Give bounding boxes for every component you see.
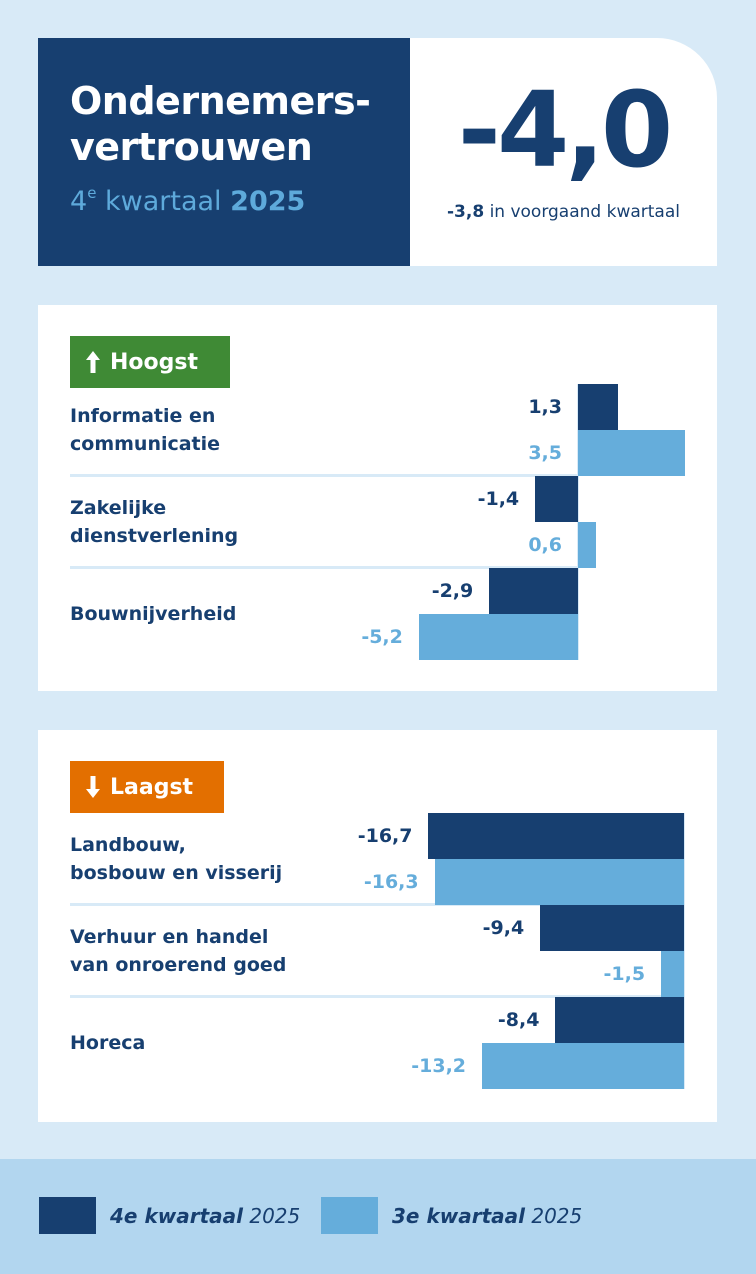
lowest-panel: Laagst Landbouw, bosbouw en visserij -16,7…: [38, 730, 717, 1122]
quarter-sup: e: [87, 184, 97, 202]
legend-label-previous: 3e kwartaal 2025: [392, 1204, 582, 1228]
chart-row: Zakelijke dienstverlening -1,4 0,6: [38, 476, 717, 569]
bar-previous-quarter: [434, 859, 684, 905]
row-separator: [70, 474, 578, 477]
legend-label-current: 4e kwartaal 2025: [110, 1204, 300, 1228]
bar-current-quarter: [540, 905, 684, 951]
highest-badge: Hoogst: [70, 336, 230, 388]
title-line-1: Ondernemers-: [70, 79, 371, 123]
arrow-down-icon: [86, 776, 100, 798]
value-label-previous: -13,2: [411, 1055, 467, 1077]
bar-current-quarter: [428, 813, 684, 859]
bar-current-quarter: [555, 997, 684, 1043]
value-label-previous: -1,5: [603, 963, 646, 985]
category-label: Bouwnijverheid: [70, 603, 237, 625]
zero-axis: [683, 813, 685, 1089]
lowest-badge: Laagst: [70, 761, 224, 813]
bar-previous-quarter: [578, 430, 686, 476]
main-value: -4,0: [457, 69, 673, 191]
legend-label-current-bold: 4e kwartaal: [110, 1203, 243, 1228]
value-label-current: -16,7: [357, 825, 413, 847]
page-title: Ondernemers- vertrouwen: [70, 78, 410, 170]
value-label-previous: 0,6: [528, 534, 562, 556]
bar-current-quarter: [489, 568, 578, 614]
value-label-current: -2,9: [431, 580, 474, 602]
value-label-current: -9,4: [482, 917, 525, 939]
period-subtitle: 4e kwartaal 2025: [70, 184, 410, 217]
category-label: Informatie en communicatie: [70, 405, 221, 455]
legend-label-previous-year: 2025: [531, 1203, 583, 1228]
title-line-2: vertrouwen: [70, 125, 313, 169]
previous-value: -3,8 in voorgaand kwartaal: [410, 202, 717, 222]
highest-panel: Hoogst Informatie en communicatie 1,3 3,5 Za…: [38, 305, 717, 691]
previous-value-text: in voorgaand kwartaal: [489, 202, 680, 222]
value-label-previous: -5,2: [361, 626, 403, 648]
legend-item-previous: 3e kwartaal 2025: [321, 1197, 582, 1234]
bar-previous-quarter: [578, 522, 597, 568]
value-label-previous: 3,5: [528, 442, 562, 464]
highest-badge-label: Hoogst: [110, 349, 198, 375]
value-label-current: -8,4: [497, 1009, 540, 1031]
lowest-badge-label: Laagst: [110, 774, 194, 800]
chart-row: Horeca -8,4 -13,2: [38, 997, 717, 1089]
chart-row: Verhuur en handel van onroerend goed -9,4 -…: [38, 905, 717, 998]
legend-swatch-dark: [39, 1197, 96, 1234]
value-label-current: -1,4: [477, 488, 520, 510]
chart-row: Bouwnijverheid -2,9 -5,2: [38, 568, 717, 660]
legend-item-current: 4e kwartaal 2025: [39, 1197, 300, 1234]
quarter-word: kwartaal: [105, 186, 222, 217]
value-label-previous: -16,3: [363, 871, 419, 893]
headline-value-block: -4,0 -3,8 in voorgaand kwartaal: [410, 38, 717, 266]
previous-value-number: -3,8: [446, 202, 485, 222]
year: 2025: [230, 186, 306, 217]
row-separator: [70, 995, 684, 998]
bar-previous-quarter: [482, 1043, 684, 1089]
category-label: Zakelijke dienstverlening: [70, 497, 239, 547]
bar-previous-quarter: [661, 951, 684, 997]
arrow-up-icon: [86, 351, 100, 373]
legend-label-previous-bold: 3e kwartaal: [392, 1203, 525, 1228]
legend-swatch-light: [321, 1197, 378, 1234]
chart-row: Informatie en communicatie 1,3 3,5: [38, 384, 717, 477]
quarter-number: 4: [70, 186, 88, 217]
category-label: Verhuur en handel van onroerend goed: [70, 926, 287, 976]
legend-label-current-year: 2025: [249, 1203, 301, 1228]
bar-previous-quarter: [418, 614, 578, 660]
row-separator: [70, 903, 684, 906]
chart-row: Landbouw, bosbouw en visserij -16,7 -16,3: [38, 813, 717, 906]
bar-current-quarter: [578, 384, 618, 430]
legend: 4e kwartaal 2025 3e kwartaal 2025: [0, 1159, 756, 1274]
value-label-current: 1,3: [528, 396, 562, 418]
category-label: Landbouw, bosbouw en visserij: [70, 834, 283, 884]
title-block: Ondernemers- vertrouwen 4e kwartaal 2025: [38, 38, 410, 266]
category-label: Horeca: [70, 1032, 146, 1054]
row-separator: [70, 566, 578, 569]
bar-current-quarter: [535, 476, 578, 522]
